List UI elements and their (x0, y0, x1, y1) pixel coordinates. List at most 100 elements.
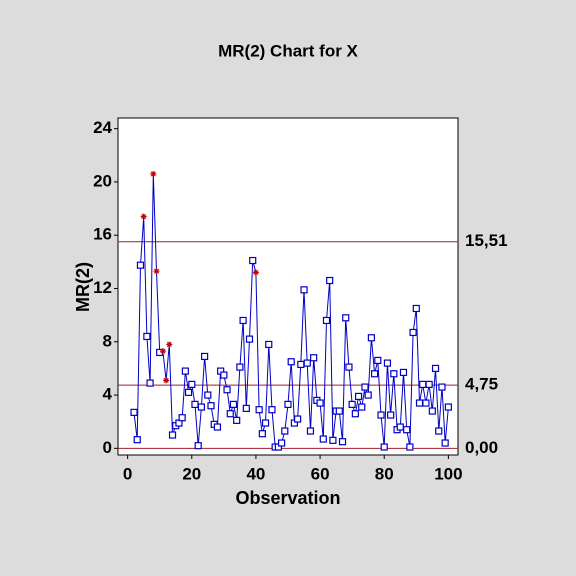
y-tick-label: 24 (93, 118, 112, 137)
point (358, 403, 366, 411)
point (306, 427, 315, 435)
x-tick-label: 0 (123, 464, 132, 483)
point (425, 380, 433, 389)
point (233, 416, 241, 424)
point (303, 359, 311, 367)
point (345, 363, 353, 371)
point (294, 415, 302, 423)
point (435, 427, 443, 435)
point (297, 360, 305, 369)
point (287, 358, 295, 366)
point (371, 370, 379, 378)
point (438, 383, 446, 391)
y-tick-label: 16 (93, 225, 112, 244)
point (338, 438, 347, 446)
point (326, 276, 334, 285)
point (130, 408, 138, 416)
point (322, 316, 331, 325)
point (133, 436, 141, 444)
point (191, 400, 199, 408)
x-tick-label: 60 (311, 464, 330, 483)
flagged-point (159, 348, 166, 355)
point (146, 379, 154, 387)
point (419, 380, 427, 389)
control-label: 0,00 (465, 438, 498, 457)
point (319, 435, 327, 443)
point (239, 316, 247, 325)
point (255, 406, 263, 414)
point (245, 335, 254, 343)
point (204, 391, 212, 399)
flagged-point (166, 341, 173, 348)
point (184, 388, 193, 396)
point (284, 400, 292, 408)
point (367, 334, 375, 342)
y-tick-label: 4 (103, 385, 113, 404)
point (136, 261, 145, 269)
point (316, 399, 324, 407)
point (431, 364, 440, 373)
point (229, 400, 238, 408)
point (406, 443, 414, 451)
point (258, 430, 266, 438)
y-tick-label: 20 (93, 171, 112, 190)
x-tick-label: 80 (375, 464, 394, 483)
point (422, 399, 430, 407)
point (265, 340, 273, 349)
point (374, 356, 382, 365)
y-tick-label: 0 (103, 438, 112, 457)
point (441, 439, 449, 447)
point (444, 403, 452, 411)
point (396, 423, 404, 431)
point (335, 407, 343, 415)
chart-title: MR(2) Chart for X (218, 41, 358, 60)
point (236, 363, 244, 371)
flagged-point (150, 170, 157, 177)
point (197, 403, 205, 411)
point (428, 407, 436, 415)
point (281, 427, 289, 435)
x-axis-label: Observation (235, 488, 340, 508)
point (213, 423, 222, 431)
point (300, 286, 308, 294)
y-tick-label: 8 (103, 331, 112, 350)
point (415, 399, 424, 407)
point (220, 371, 228, 379)
flagged-point (153, 268, 160, 275)
y-axis-label: MR(2) (73, 262, 93, 312)
point (178, 414, 186, 422)
point (354, 392, 363, 400)
point (223, 386, 231, 394)
point (249, 256, 257, 265)
point (181, 367, 189, 375)
x-tick-label: 20 (182, 464, 201, 483)
control-label: 15,51 (465, 231, 508, 250)
point (226, 410, 234, 418)
point (201, 352, 209, 361)
point (390, 370, 398, 378)
point (348, 400, 356, 408)
y-tick-label: 12 (93, 278, 112, 297)
x-tick-label: 100 (434, 464, 462, 483)
point (207, 402, 215, 410)
point (261, 419, 270, 427)
point (380, 443, 388, 451)
point (143, 332, 151, 341)
point (351, 410, 359, 418)
point (412, 304, 420, 313)
control-label: 4,75 (465, 375, 498, 394)
point (377, 411, 385, 419)
flagged-point (252, 269, 259, 276)
x-tick-label: 40 (246, 464, 265, 483)
point (310, 354, 318, 362)
point (242, 404, 250, 412)
point (168, 431, 177, 439)
point (383, 359, 392, 367)
flagged-point (163, 377, 170, 384)
point (329, 436, 337, 444)
point (188, 380, 196, 389)
point (268, 406, 276, 414)
point (194, 442, 202, 450)
